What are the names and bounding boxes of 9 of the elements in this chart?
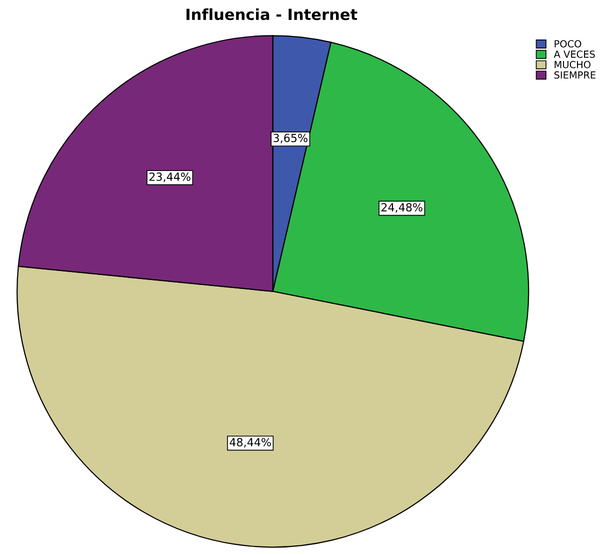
data-label: 3,65% <box>274 134 308 144</box>
data-label: 24,48% <box>381 203 422 213</box>
legend-label: POCO <box>554 40 582 48</box>
chart-title: Influencia - Internet <box>186 8 358 20</box>
data-label: 23,44% <box>149 172 190 182</box>
legend-label: A VECES <box>554 50 595 58</box>
data-label: 48,44% <box>230 438 271 448</box>
legend-label: SIEMPRE <box>554 71 596 79</box>
legend-label: MUCHO <box>554 60 590 68</box>
